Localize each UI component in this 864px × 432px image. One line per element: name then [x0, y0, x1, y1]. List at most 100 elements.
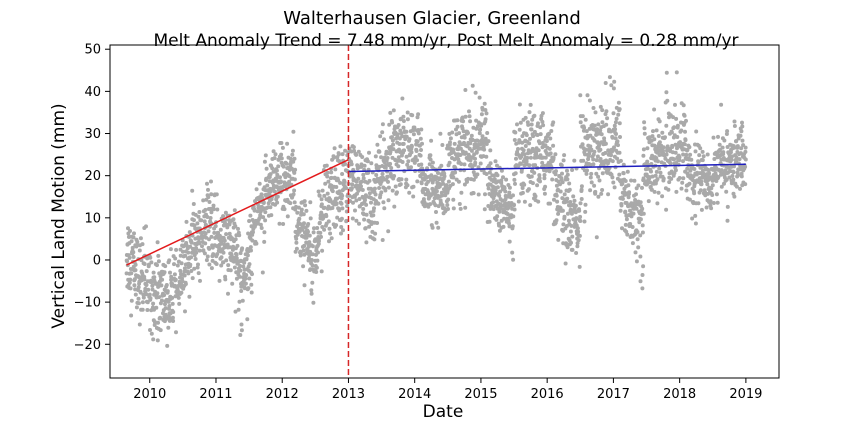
data-point	[226, 291, 230, 296]
data-point	[629, 214, 634, 219]
data-point	[478, 161, 483, 166]
data-point	[155, 291, 160, 296]
y-tick-label: 50	[84, 43, 101, 58]
data-point	[361, 207, 366, 211]
data-point	[169, 277, 174, 282]
data-point	[203, 207, 208, 212]
data-point	[719, 168, 724, 173]
data-point	[318, 230, 323, 235]
data-point	[148, 296, 153, 301]
data-point	[242, 260, 247, 265]
data-point	[151, 301, 156, 306]
data-point	[129, 271, 134, 276]
data-point	[301, 264, 306, 269]
data-point	[390, 138, 395, 143]
data-point	[416, 112, 421, 117]
data-point	[173, 256, 178, 261]
data-point	[664, 90, 669, 95]
data-point	[272, 156, 277, 161]
data-point	[131, 235, 136, 240]
data-point	[309, 291, 314, 296]
data-point	[164, 283, 169, 287]
data-point	[329, 236, 334, 241]
data-point	[291, 159, 296, 164]
data-point	[541, 123, 546, 128]
data-point	[200, 244, 204, 249]
data-point	[448, 140, 452, 145]
data-point	[217, 278, 222, 283]
data-point	[189, 255, 194, 260]
data-point	[310, 263, 315, 268]
data-point	[156, 320, 160, 325]
data-point	[254, 241, 259, 246]
data-point	[716, 134, 720, 139]
data-point	[612, 145, 616, 150]
data-point	[556, 211, 561, 216]
data-point	[574, 216, 579, 221]
data-point	[380, 130, 385, 135]
data-point	[522, 152, 527, 157]
data-point	[172, 262, 176, 267]
data-point	[615, 156, 620, 161]
data-point	[134, 305, 139, 310]
data-point	[430, 225, 435, 230]
data-point	[279, 156, 284, 161]
data-point	[196, 262, 200, 267]
data-point	[711, 135, 716, 140]
data-point	[191, 202, 196, 206]
data-point	[609, 83, 614, 88]
data-point	[146, 287, 151, 292]
data-point	[455, 118, 460, 123]
data-point	[429, 138, 434, 143]
data-point	[510, 224, 515, 229]
data-point	[701, 154, 706, 159]
data-point	[364, 202, 369, 207]
data-point	[300, 227, 305, 232]
data-point	[180, 279, 185, 284]
data-point	[190, 276, 195, 281]
data-point	[388, 149, 393, 154]
data-point	[401, 119, 406, 123]
data-point	[350, 216, 355, 221]
data-point	[617, 121, 622, 126]
data-point	[276, 164, 281, 169]
data-point	[307, 233, 312, 238]
data-point	[382, 206, 387, 211]
data-point	[383, 188, 388, 193]
data-point	[238, 268, 243, 273]
data-point	[495, 214, 500, 219]
data-point	[244, 257, 249, 261]
data-point	[628, 222, 633, 226]
data-point	[584, 129, 589, 134]
data-point	[172, 272, 177, 277]
data-point	[157, 295, 161, 300]
data-point	[129, 298, 134, 303]
melt-anomaly-trend-line	[126, 158, 349, 266]
data-point	[149, 331, 154, 336]
data-point	[407, 190, 412, 195]
data-point	[709, 186, 714, 191]
data-point	[186, 271, 191, 276]
data-point	[440, 203, 445, 208]
data-point	[291, 192, 296, 197]
data-point	[463, 88, 468, 92]
data-point	[533, 163, 538, 168]
data-point	[517, 102, 522, 107]
data-point	[479, 123, 484, 128]
data-point	[263, 153, 268, 158]
data-point	[297, 216, 302, 221]
data-point	[167, 258, 172, 263]
x-tick-label: 2014	[398, 387, 431, 402]
data-point	[538, 125, 543, 130]
data-point	[319, 234, 323, 239]
data-point	[183, 253, 188, 258]
data-point	[536, 199, 541, 204]
data-point	[593, 110, 598, 115]
data-point	[413, 155, 418, 159]
data-point	[469, 148, 474, 153]
data-point	[306, 222, 311, 226]
data-point	[209, 266, 214, 271]
data-point	[234, 233, 239, 238]
data-point	[177, 301, 182, 306]
